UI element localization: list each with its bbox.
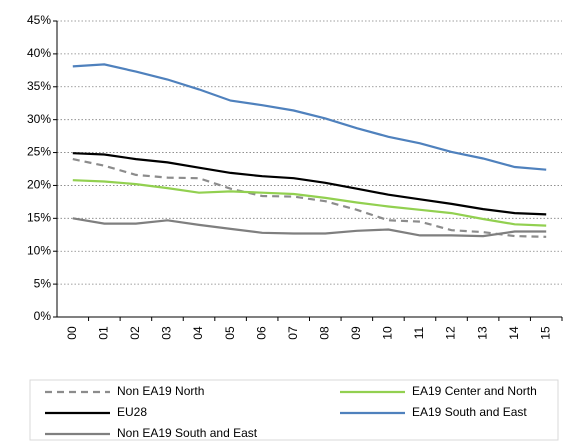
legend-label: Non EA19 North <box>117 384 204 398</box>
x-tick-label: 02 <box>128 326 142 340</box>
x-tick-label: 11 <box>412 326 426 339</box>
x-tick-label: 08 <box>317 326 331 340</box>
x-tick-label: 10 <box>381 326 395 340</box>
line-series <box>72 63 547 171</box>
legend-label: EA19 South and East <box>412 405 527 419</box>
x-tick-label: 13 <box>475 326 489 340</box>
y-tick-label: 20% <box>27 178 51 192</box>
x-tick-label: 00 <box>65 326 79 340</box>
y-tick-label: 45% <box>27 13 51 27</box>
legend-label: EU28 <box>117 405 147 419</box>
y-tick-label: 5% <box>34 276 52 290</box>
legend-box <box>29 379 559 441</box>
y-tick-label: 35% <box>27 79 51 93</box>
legend-label: Non EA19 South and East <box>117 426 258 440</box>
line-series <box>72 158 547 238</box>
x-tick-label: 12 <box>444 326 458 340</box>
y-tick-label: 15% <box>27 211 51 225</box>
line-series <box>72 217 547 238</box>
x-tick-label: 09 <box>349 326 363 340</box>
x-tick-label: 07 <box>286 326 300 340</box>
x-tick-label: 15 <box>538 326 552 340</box>
x-tick-label: 01 <box>97 326 111 340</box>
y-tick-label: 0% <box>34 309 52 323</box>
x-tick-label: 14 <box>507 326 521 340</box>
x-tick-label: 06 <box>254 326 268 340</box>
x-tick-label: 05 <box>223 326 237 340</box>
y-tick-label: 30% <box>27 112 51 126</box>
y-tick-label: 25% <box>27 145 51 159</box>
legend-label: EA19 Center and North <box>412 384 537 398</box>
y-tick-label: 40% <box>27 46 51 60</box>
line-series <box>72 179 547 227</box>
x-tick-label: 04 <box>191 326 205 340</box>
line-series <box>72 152 547 216</box>
x-tick-label: 03 <box>160 326 174 340</box>
y-tick-label: 10% <box>27 243 51 257</box>
